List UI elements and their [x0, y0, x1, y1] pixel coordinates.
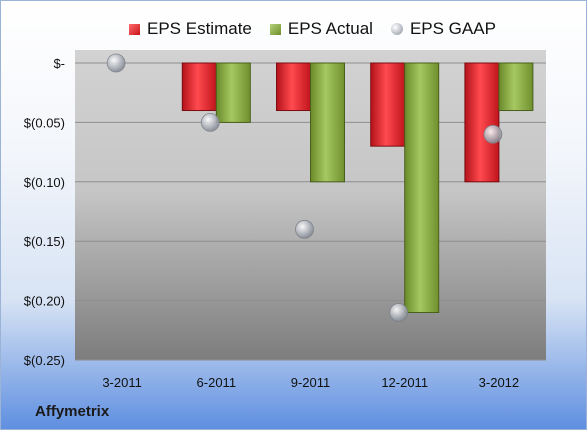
legend-item-eps-estimate: EPS Estimate [129, 19, 252, 39]
y-tick-label: $(0.20) [24, 294, 65, 309]
bar-eps-estimate [464, 62, 500, 183]
point-eps-gaap [295, 219, 314, 239]
bar-eps-estimate [181, 62, 217, 112]
legend-swatch-eps-estimate [129, 23, 140, 35]
legend-swatch-eps-gaap [390, 23, 403, 35]
y-tick-label: $(0.15) [24, 234, 65, 249]
y-tick-label: $(0.05) [24, 115, 65, 130]
company-name: Affymetrix [35, 403, 110, 420]
bar-eps-actual [215, 62, 251, 123]
x-tick-label: 6-2011 [197, 375, 237, 390]
legend-item-eps-gaap: EPS GAAP [390, 19, 496, 39]
point-eps-gaap [106, 53, 126, 73]
bar-eps-actual [404, 62, 440, 313]
x-tick-label: 3-2011 [102, 375, 142, 390]
point-eps-gaap [200, 113, 220, 132]
bar-eps-actual [498, 62, 534, 112]
legend: EPS Estimate EPS Actual EPS GAAP [129, 19, 496, 39]
x-tick-label: 3-2012 [479, 375, 519, 390]
y-tick-label: $(0.25) [24, 353, 65, 368]
y-tick-label: $- [53, 56, 65, 71]
bars [181, 62, 534, 313]
legend-label-eps-estimate: EPS Estimate [147, 19, 252, 38]
y-tick-label: $(0.10) [24, 175, 65, 190]
x-tick-label: 9-2011 [291, 375, 331, 390]
bar-eps-actual [310, 62, 345, 183]
point-eps-gaap [483, 124, 503, 144]
bar-eps-estimate [276, 62, 311, 112]
legend-label-eps-actual: EPS Actual [287, 19, 373, 38]
y-axis-ticks: $- $(0.05) $(0.10) $(0.15) $(0.20) $(0.25) [24, 56, 65, 368]
legend-item-eps-actual: EPS Actual [269, 19, 373, 39]
legend-swatch-eps-actual [269, 23, 281, 35]
x-tick-label: 12-2011 [381, 375, 428, 390]
gaap-points [106, 53, 503, 322]
legend-label-eps-gaap: EPS GAAP [409, 19, 496, 38]
bar-eps-estimate [370, 62, 406, 147]
x-axis-ticks: 3-2011 6-2011 9-2011 12-2011 3-2012 [102, 375, 519, 390]
point-eps-gaap [389, 303, 409, 322]
